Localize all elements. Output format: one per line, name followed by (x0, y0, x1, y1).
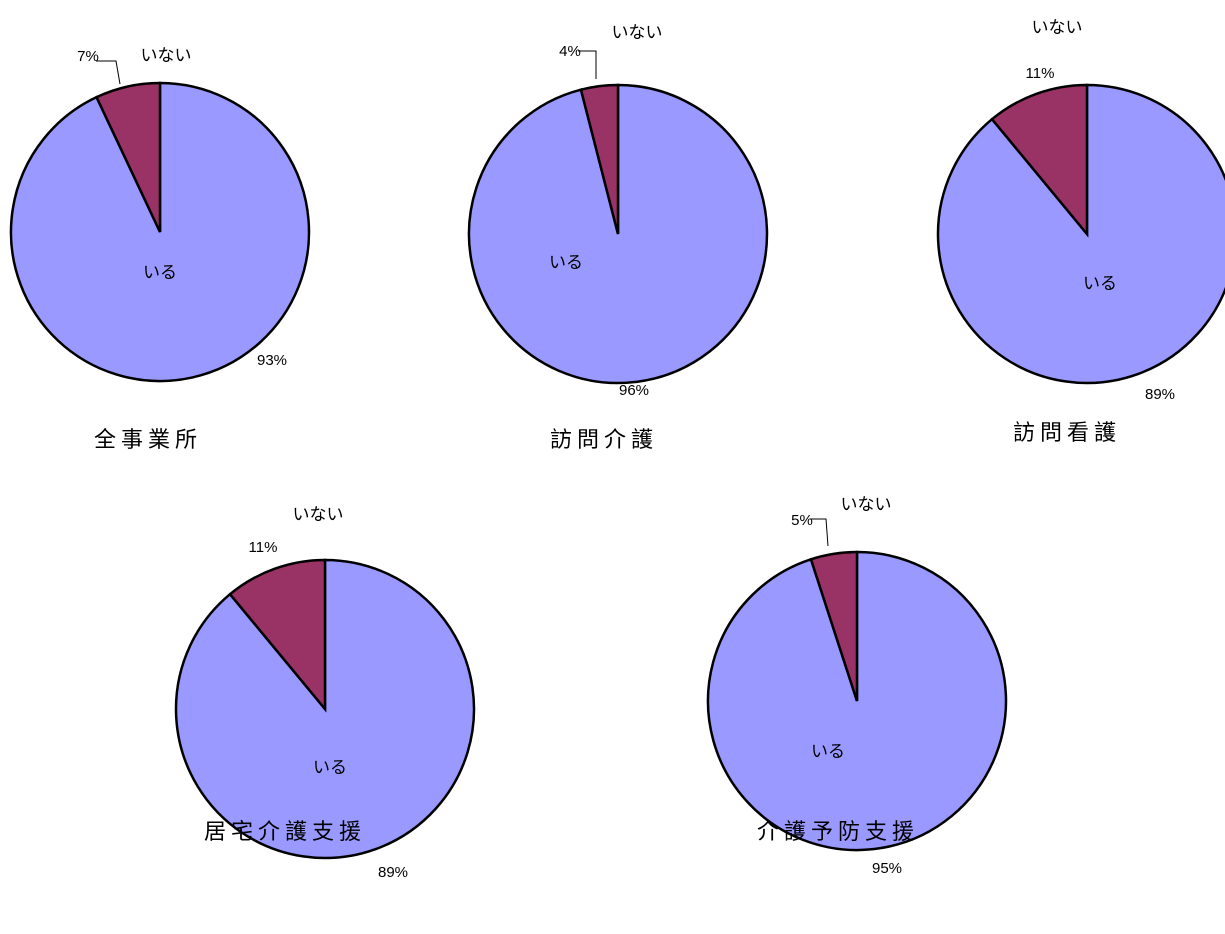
pie-slice-inai (990, 83, 1089, 238)
chart-title: 訪問看護 (1013, 421, 1121, 446)
slice-value-iru: 95% (872, 860, 902, 877)
slice-label-inai: いない (612, 23, 663, 43)
leader-line (96, 60, 121, 85)
chart-title: 居宅介護支援 (204, 820, 366, 845)
slice-label-inai: いない (141, 46, 192, 66)
pie-slice-iru (936, 83, 1225, 385)
slice-value-inai: 11% (1026, 65, 1055, 82)
leader-line (810, 518, 829, 547)
chart-title: 全事業所 (94, 428, 202, 453)
slice-label-iru: いる (1083, 274, 1117, 294)
pie-slice-inai (228, 558, 327, 713)
chart-title: 介護予防支援 (757, 820, 919, 845)
leader-line (578, 50, 597, 79)
pie-slice-inai (579, 83, 620, 235)
slice-value-inai: 7% (77, 48, 99, 65)
slice-value-inai: 5% (791, 512, 813, 529)
chart-title: 訪問介護 (550, 428, 658, 453)
slice-label-iru: いる (143, 263, 177, 283)
slice-label-iru: いる (811, 742, 845, 762)
slice-value-iru: 96% (619, 382, 649, 399)
slice-value-iru: 89% (378, 864, 408, 881)
pie-slice-inai (94, 81, 162, 233)
slice-value-inai: 4% (559, 43, 581, 60)
slice-label-iru: いる (549, 253, 583, 273)
slice-value-iru: 93% (257, 352, 287, 369)
slice-label-iru: いる (313, 758, 347, 778)
slice-value-inai: 11% (249, 539, 278, 556)
slice-label-inai: いない (293, 505, 344, 525)
pie-slice-inai (809, 550, 859, 702)
slice-label-inai: いない (841, 495, 892, 515)
slice-value-iru: 89% (1145, 386, 1175, 403)
slice-label-inai: いない (1032, 18, 1083, 38)
